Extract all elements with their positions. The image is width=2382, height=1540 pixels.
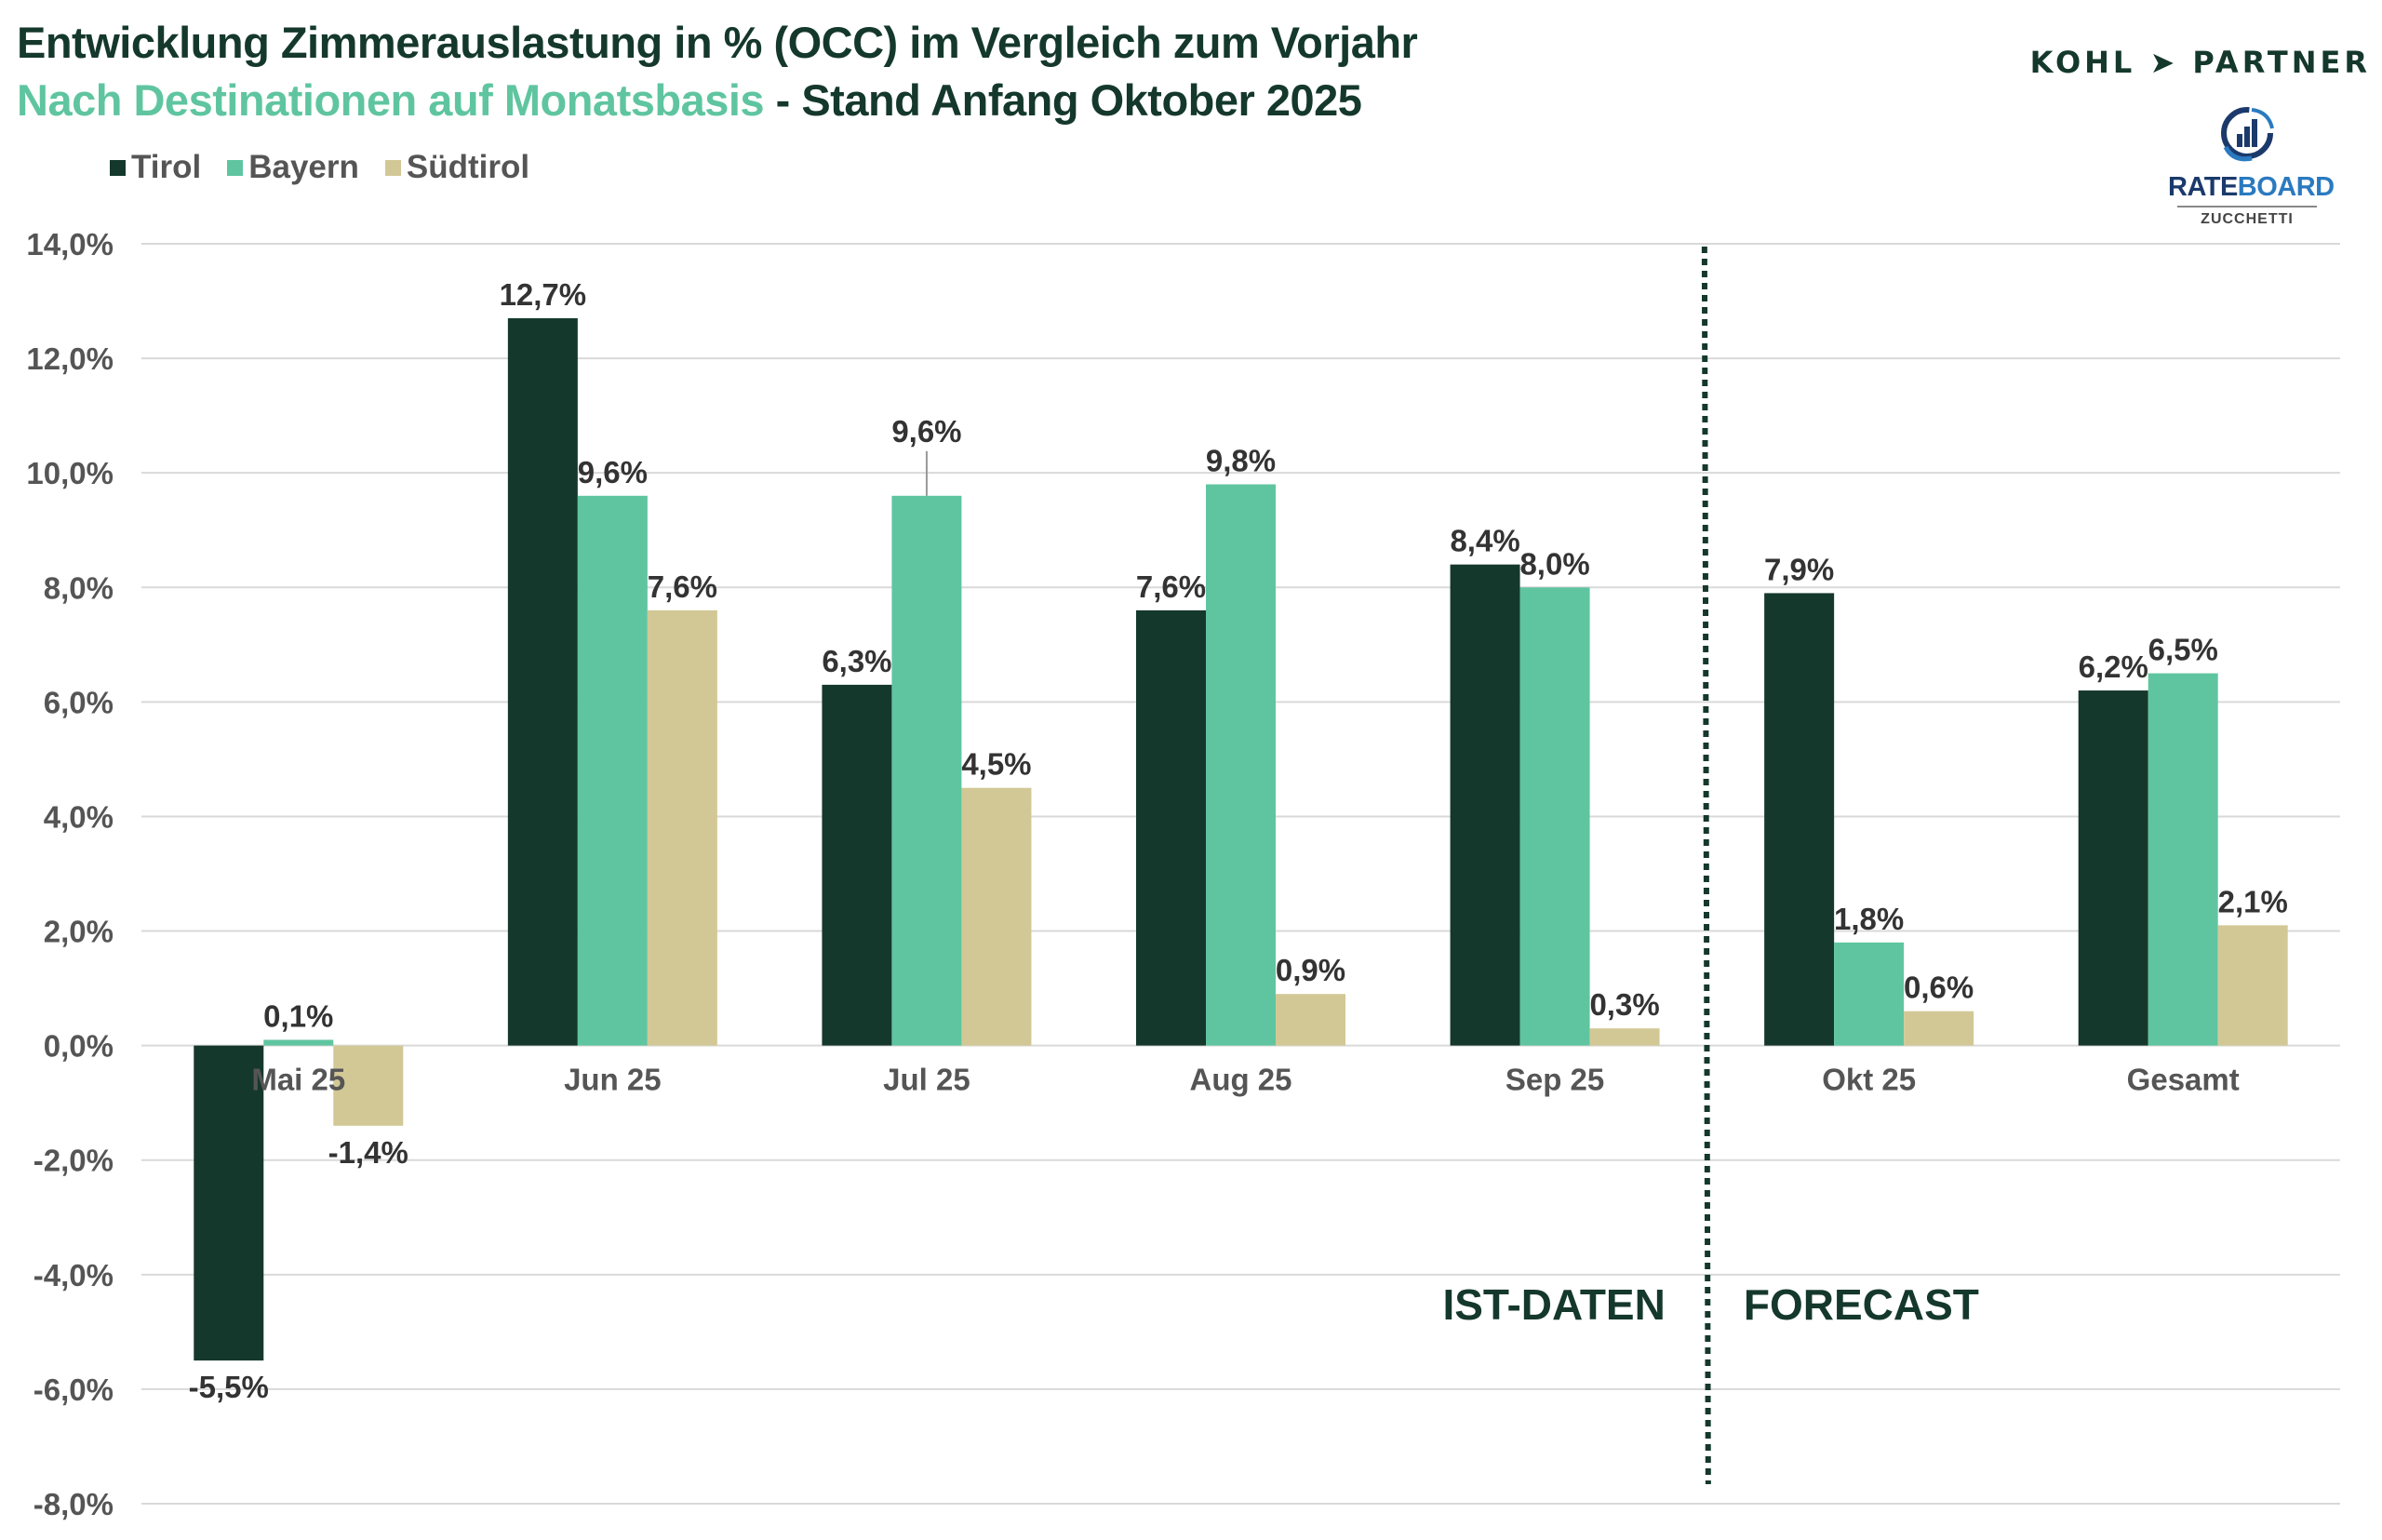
x-tick-label: Gesamt — [2127, 1063, 2240, 1097]
subtitle-rest: - Stand Anfang Oktober 2025 — [764, 75, 1362, 125]
legend-label-bayern: Bayern — [248, 149, 359, 185]
legend-swatch-suedtirol — [384, 159, 401, 176]
data-label: 8,0% — [1519, 546, 1589, 581]
x-tick-label: Okt 25 — [1822, 1063, 1916, 1097]
bar-tirol-mai-25 — [194, 1045, 264, 1361]
bar-suedtirol-sep-25 — [1589, 1028, 1660, 1046]
bar-tirol-jun-25 — [507, 318, 578, 1046]
legend-item-bayern: Bayern — [227, 149, 359, 186]
data-label: 0,9% — [1276, 953, 1345, 987]
data-label: -5,5% — [189, 1370, 269, 1404]
legend-label-suedtirol: Südtirol — [406, 149, 530, 185]
bar-suedtirol-jul-25 — [961, 787, 1032, 1046]
data-label: 1,8% — [1834, 902, 1904, 936]
data-label: 9,8% — [1206, 443, 1276, 477]
x-tick-label: Jun 25 — [564, 1063, 662, 1097]
bar-tirol-gesamt — [2078, 690, 2148, 1046]
bar-tirol-aug-25 — [1136, 609, 1206, 1046]
data-labels: -5,5% 0,1% -1,4% 12,7% 9,6% 7,6% 6,3% 9,6% 4,5% 7… — [189, 277, 2288, 1404]
forecast-label: FORECAST — [1744, 1280, 1979, 1329]
y-tick-label: -2,0% — [33, 1144, 114, 1178]
legend-item-tirol: Tirol — [110, 149, 201, 186]
data-label: 0,3% — [1589, 987, 1659, 1022]
y-axis: 14,0% 12,0% 10,0% 8,0% 6,0% 4,0% 2,0% 0,0% -2,0%… — [26, 227, 114, 1521]
ist-daten-label: IST-DATEN — [1442, 1280, 1665, 1329]
chart-subtitle: Nach Destinationen auf Monatsbasis - Sta… — [17, 74, 1362, 126]
data-label: 9,6% — [578, 455, 648, 489]
rateboard-subtitle: ZUCCHETTI — [2201, 211, 2294, 227]
bar-bayern-jul-25 — [891, 495, 962, 1046]
legend-item-suedtirol: Südtirol — [384, 149, 530, 186]
rateboard-board: BOARD — [2237, 172, 2335, 202]
y-tick-label: 4,0% — [44, 799, 114, 834]
legend: Tirol Bayern Südtirol — [110, 149, 529, 186]
data-label: 7,6% — [1136, 569, 1206, 604]
data-label: -1,4% — [328, 1135, 408, 1170]
bar-suedtirol-mai-25 — [333, 1045, 404, 1126]
y-tick-label: 12,0% — [26, 341, 114, 376]
data-label: 8,4% — [1450, 524, 1519, 558]
rateboard-rate: RATE — [2168, 172, 2238, 202]
chart-title: Entwicklung Zimmerauslastung in % (OCC) … — [17, 18, 1418, 67]
bar-bayern-gesamt — [2148, 673, 2218, 1046]
x-axis: Mai 25 Jun 25 Jul 25 Aug 25 Sep 25 Okt 25 Gesa… — [251, 1063, 2239, 1097]
data-label: 0,6% — [1904, 971, 1974, 1005]
rateboard-wordmark: RATEBOARD — [2168, 172, 2335, 203]
y-tick-label: 10,0% — [26, 456, 114, 490]
data-label: 4,5% — [961, 747, 1031, 782]
y-tick-label: 2,0% — [44, 915, 114, 949]
data-label: 6,2% — [2079, 649, 2148, 684]
forecast-divider-line — [1701, 246, 1711, 1485]
y-tick-label: 8,0% — [44, 570, 114, 605]
legend-swatch-tirol — [110, 159, 126, 176]
bar-suedtirol-aug-25 — [1276, 994, 1345, 1046]
x-tick-label: Jul 25 — [883, 1063, 970, 1097]
legend-swatch-bayern — [227, 159, 244, 176]
data-label: 2,1% — [2218, 884, 2288, 918]
x-tick-label: Aug 25 — [1189, 1063, 1291, 1097]
x-tick-label: Mai 25 — [251, 1063, 345, 1097]
y-tick-label: -8,0% — [33, 1487, 114, 1521]
bar-suedtirol-jun-25 — [647, 609, 717, 1046]
kohl-partner-logo: KOHL ➤ PARTNER — [2029, 45, 2371, 80]
bar-bayern-sep-25 — [1519, 587, 1590, 1046]
bar-bayern-mai-25 — [263, 1039, 334, 1046]
bar-suedtirol-okt-25 — [1904, 1011, 1974, 1046]
bar-suedtirol-gesamt — [2217, 925, 2288, 1046]
data-label: 9,6% — [891, 414, 961, 449]
data-label: 0,1% — [263, 998, 333, 1033]
bar-tirol-sep-25 — [1450, 564, 1520, 1046]
y-tick-label: 14,0% — [26, 227, 114, 261]
y-tick-label: 0,0% — [44, 1029, 114, 1064]
data-label: 12,7% — [500, 277, 587, 312]
bar-tirol-jul-25 — [822, 684, 892, 1046]
y-tick-label: 6,0% — [44, 685, 114, 719]
subtitle-accent: Nach Destinationen auf Monatsbasis — [17, 75, 765, 125]
bar-bayern-okt-25 — [1834, 942, 1905, 1046]
bar-bayern-jun-25 — [577, 495, 648, 1046]
data-label: 6,3% — [822, 644, 891, 678]
data-label: 7,9% — [1764, 552, 1834, 586]
x-tick-label: Sep 25 — [1505, 1063, 1604, 1097]
bar-tirol-okt-25 — [1764, 593, 1835, 1046]
bars — [194, 318, 2288, 1361]
data-label: 7,6% — [648, 569, 717, 604]
y-tick-label: -4,0% — [33, 1258, 114, 1292]
y-tick-label: -6,0% — [33, 1373, 114, 1407]
legend-label-tirol: Tirol — [131, 149, 202, 185]
rateboard-chart-icon — [2221, 107, 2274, 162]
rateboard-logo: RATEBOARD ZUCCHETTI — [2168, 102, 2335, 228]
bar-bayern-aug-25 — [1206, 484, 1276, 1046]
rateboard-divider — [2177, 206, 2317, 208]
data-label: 6,5% — [2148, 633, 2218, 667]
